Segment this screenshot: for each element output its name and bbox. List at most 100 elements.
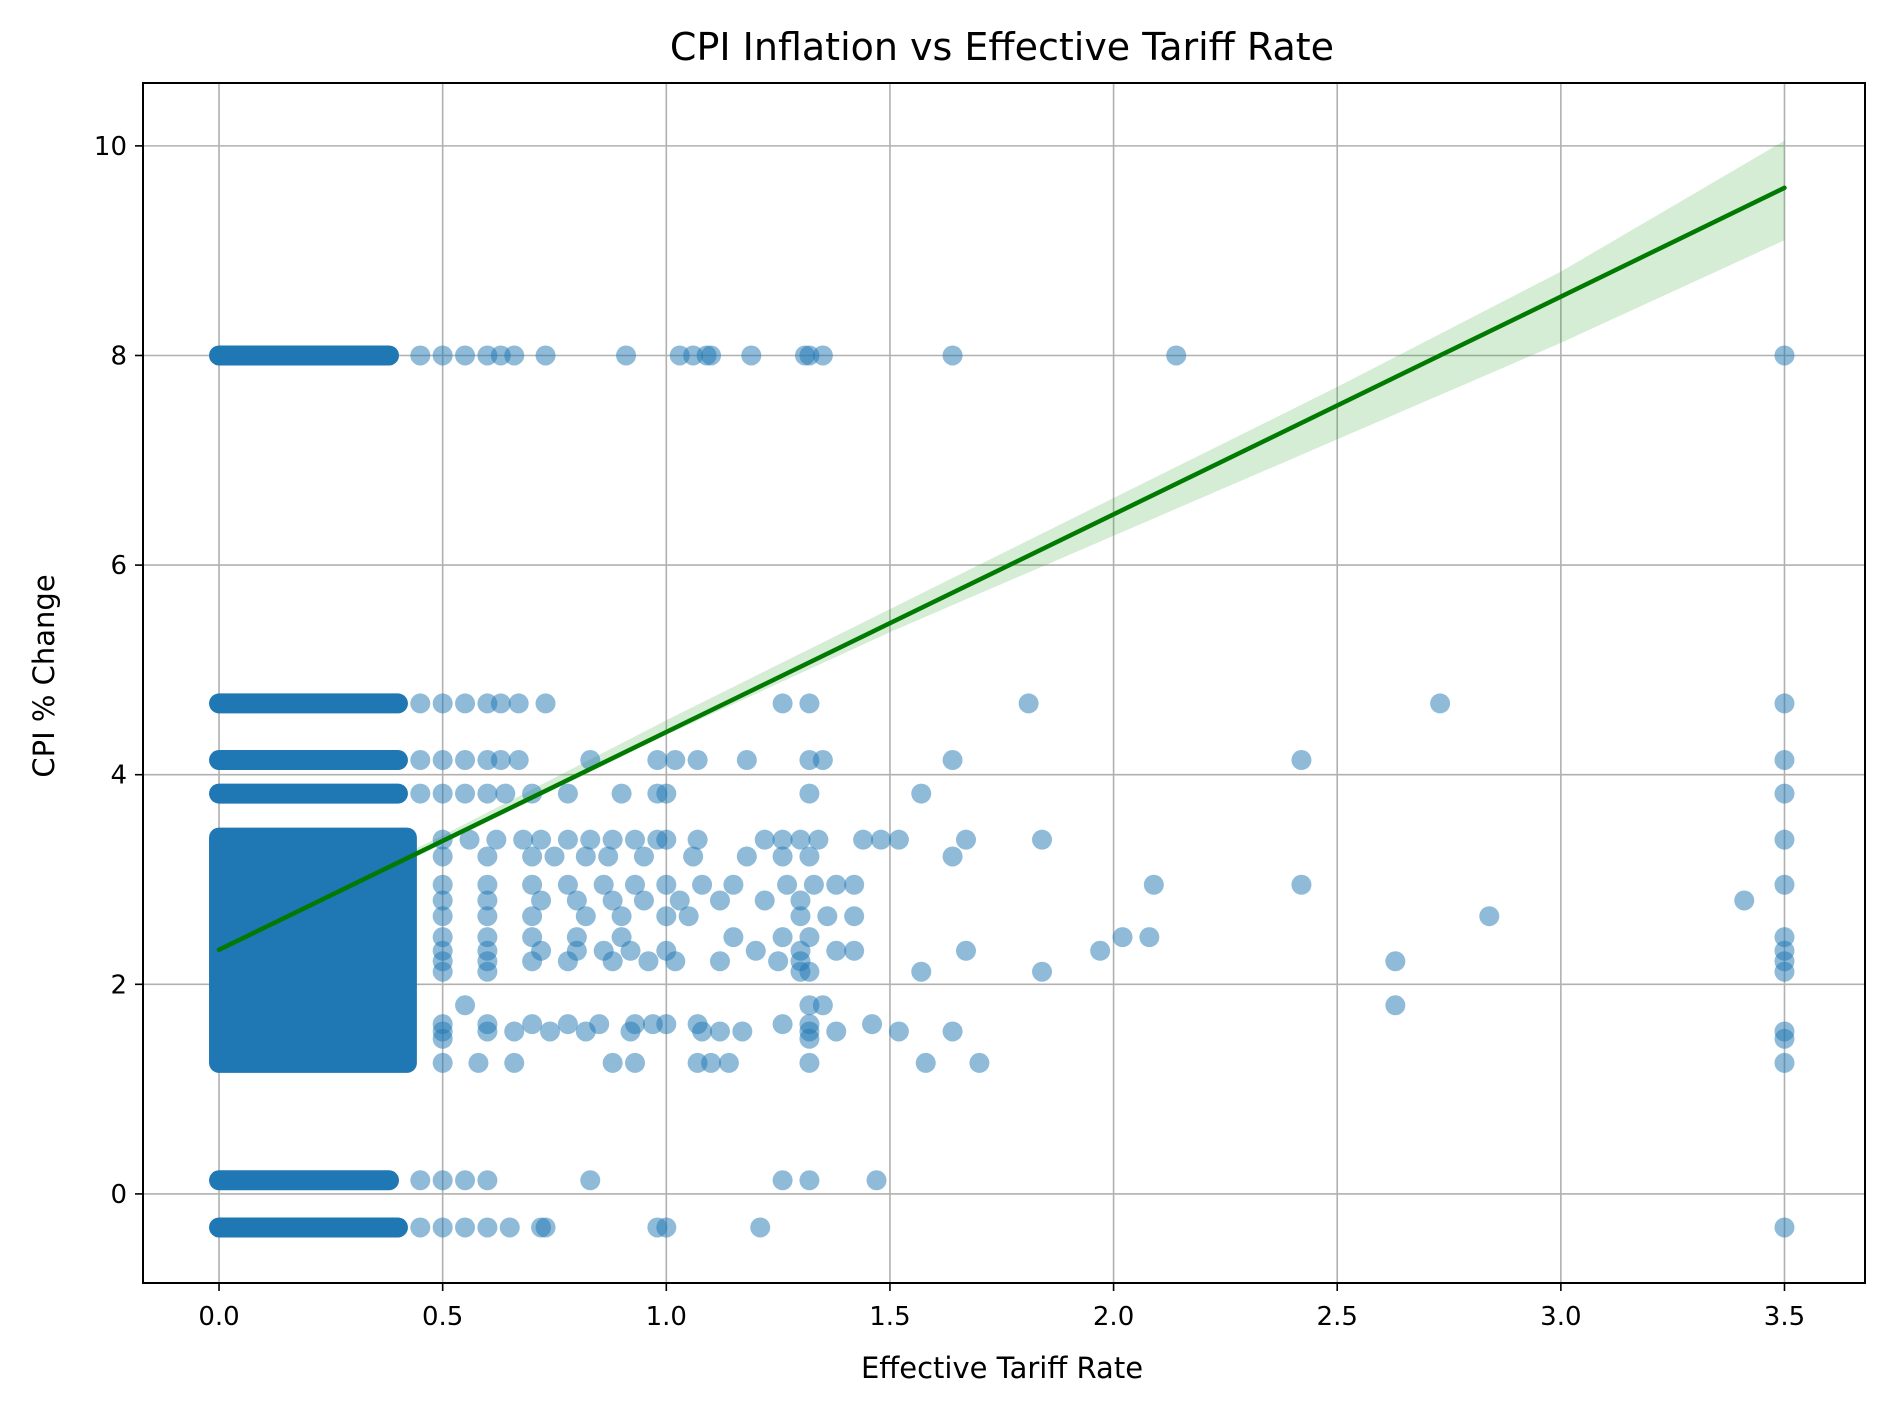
data-point (942, 345, 963, 366)
data-point (723, 927, 744, 948)
data-point (432, 890, 453, 911)
data-point (593, 874, 614, 895)
data-point (455, 750, 476, 771)
data-point (799, 961, 820, 982)
data-point (709, 890, 730, 911)
data-point (504, 1021, 525, 1042)
data-point (723, 874, 744, 895)
y-tick-label: 0 (110, 1180, 127, 1210)
data-point (709, 951, 730, 972)
data-point (1734, 890, 1755, 911)
data-point (468, 1052, 489, 1073)
data-point (625, 1052, 645, 1073)
data-point (455, 995, 476, 1016)
y-tick-label: 2 (110, 970, 127, 1000)
data-point (535, 345, 556, 366)
data-point (531, 890, 552, 911)
data-point (1032, 961, 1053, 982)
data-point (745, 940, 766, 961)
dense-point-cluster (209, 827, 417, 1073)
plot-frame (142, 82, 1866, 1284)
data-point (656, 874, 677, 895)
fit-line-layer (216, 185, 1787, 952)
data-point (410, 783, 431, 804)
x-tick-label: 1.5 (869, 1302, 910, 1332)
data-point (718, 1052, 739, 1073)
data-point (826, 940, 847, 961)
data-point (531, 829, 552, 850)
data-point (1166, 345, 1187, 366)
data-point (455, 1217, 476, 1238)
data-point (477, 1170, 498, 1191)
data-point (1774, 829, 1795, 850)
data-point (477, 906, 498, 927)
data-point (656, 829, 677, 850)
data-point (544, 846, 565, 867)
data-point (504, 1052, 525, 1073)
data-point (486, 829, 507, 850)
data-point (602, 890, 623, 911)
data-point (942, 750, 963, 771)
axis-ticks: 0.0 0.5 1.0 1.5 2.0 2.5 3.0 3.5 0 2 4 6 8 10 (94, 132, 1805, 1332)
data-point (754, 829, 775, 850)
data-point (602, 829, 623, 850)
x-axis-label: Effective Tariff Rate (861, 1351, 1143, 1385)
data-point (826, 1021, 847, 1042)
data-point (580, 1170, 601, 1191)
data-point (620, 1021, 641, 1042)
data-point (750, 1217, 771, 1238)
data-point (799, 846, 820, 867)
data-point (799, 1170, 820, 1191)
data-point (808, 829, 829, 850)
data-point (477, 961, 498, 982)
data-point (1479, 906, 1500, 927)
x-tick-label: 0.0 (198, 1302, 239, 1332)
dense-point-row (209, 783, 408, 804)
data-point (692, 1021, 713, 1042)
data-point (455, 693, 476, 714)
data-point (455, 783, 476, 804)
data-point (799, 1052, 820, 1073)
dense-point-row (209, 693, 408, 714)
y-axis-label: CPI % Change (27, 574, 61, 777)
data-point (633, 890, 654, 911)
data-point (1143, 874, 1164, 895)
data-point (812, 345, 833, 366)
data-point (701, 345, 722, 366)
data-point (732, 1021, 753, 1042)
data-point (432, 783, 453, 804)
data-point (1032, 829, 1053, 850)
data-point (678, 906, 699, 927)
data-point (1090, 940, 1111, 961)
data-point (557, 951, 578, 972)
data-point (410, 750, 431, 771)
data-point (432, 345, 453, 366)
data-point (459, 829, 480, 850)
data-point (575, 906, 596, 927)
chart-title: CPI Inflation vs Effective Tariff Rate (670, 25, 1334, 69)
data-point (772, 927, 793, 948)
data-point (535, 693, 556, 714)
data-point (499, 1217, 520, 1238)
data-point (665, 951, 686, 972)
data-point (656, 1014, 677, 1035)
data-point (575, 846, 596, 867)
data-point (455, 345, 476, 366)
x-tick-label: 0.5 (422, 1302, 463, 1332)
data-point (871, 829, 891, 850)
data-point (477, 1217, 498, 1238)
data-point (741, 345, 762, 366)
data-point (803, 874, 824, 895)
data-point (477, 890, 498, 911)
data-point (1385, 951, 1406, 972)
y-tick-label: 4 (110, 761, 127, 791)
y-tick-label: 10 (94, 132, 127, 162)
data-point (490, 750, 511, 771)
data-point (665, 750, 686, 771)
data-point (647, 750, 668, 771)
data-point (432, 1217, 453, 1238)
gridlines (143, 83, 1865, 1283)
data-point (669, 890, 690, 911)
data-point (566, 890, 587, 911)
